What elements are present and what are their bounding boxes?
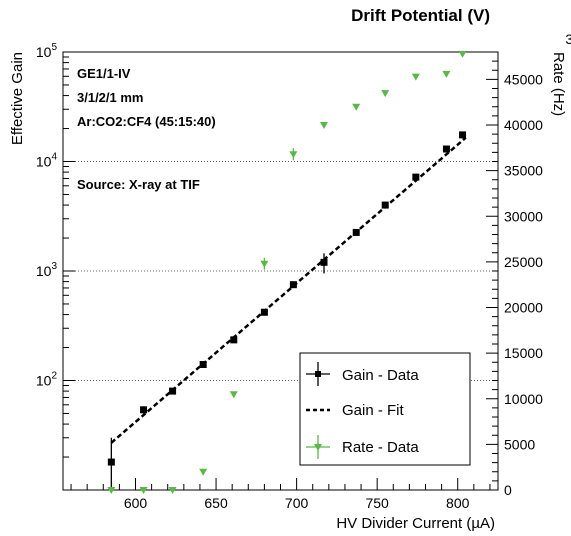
right-tick-label: 20000: [504, 300, 543, 316]
rate-point: [320, 122, 328, 129]
rate-point: [199, 468, 208, 476]
legend-rate-label: Rate - Data: [342, 439, 419, 456]
right-tick-label: 5000: [504, 436, 535, 452]
right-tick-label: 40000: [504, 117, 543, 133]
gain-point: [107, 458, 115, 466]
gain-series: [107, 131, 467, 488]
rate-point: [442, 70, 451, 78]
axes: 6006507007508003200340036003800400042001…: [36, 31, 571, 511]
right-tick-label: 10000: [504, 391, 543, 407]
annotation-source: Source: X-ray at TIF: [77, 177, 200, 192]
x-tick-label: 800: [446, 495, 470, 511]
rate-point: [352, 103, 361, 111]
rate-point: [458, 50, 467, 58]
x-tick-label: 650: [204, 495, 228, 511]
gain-point: [442, 145, 450, 153]
x-tick-label: 750: [365, 495, 389, 511]
rate-point: [139, 487, 148, 494]
annotation-detector: GE1/1-IV: [77, 66, 131, 81]
y-axis-title: Effective Gain: [9, 52, 26, 145]
x-tick-label: 600: [124, 495, 148, 511]
right-tick-label: 25000: [504, 254, 543, 270]
annotation-gas: Ar:CO2:CF4 (45:15:40): [77, 114, 216, 129]
right-axis-title: Rate (Hz): [550, 52, 567, 116]
x-axis-title: HV Divider Current (µA): [336, 515, 495, 532]
rate-point: [289, 151, 298, 159]
gain-point: [260, 308, 268, 316]
y-tick-label: 104: [36, 152, 58, 170]
rate-point: [260, 260, 269, 268]
gain-point: [169, 387, 177, 395]
gain-point: [320, 258, 328, 266]
gain-point: [199, 360, 207, 368]
legend-gain-marker: [315, 371, 321, 377]
right-tick-label: 0: [504, 482, 512, 498]
right-tick-label: 30000: [504, 208, 543, 224]
gain-fit-line: [110, 136, 467, 444]
x-tick-label: 700: [285, 495, 309, 511]
gain-point: [140, 406, 148, 414]
legend-rate-marker: [314, 444, 322, 451]
y-tick-label: 103: [36, 261, 58, 279]
rate-point: [107, 487, 116, 494]
rate-series: [107, 50, 467, 494]
right-tick-label: 35000: [504, 163, 543, 179]
legend-gain-label: Gain - Data: [342, 367, 419, 384]
grid: [63, 161, 498, 381]
gain-point: [459, 131, 467, 139]
legend: Gain - Data Gain - Fit Rate - Data: [299, 352, 471, 466]
right-tick-label: 15000: [504, 345, 543, 361]
rate-point: [168, 487, 177, 494]
gain-point: [289, 281, 297, 289]
annotation-gaps: 3/1/2/1 mm: [77, 90, 144, 105]
y-tick-label: 102: [36, 371, 58, 389]
top-tick-label: 3200: [565, 31, 571, 47]
rate-point: [229, 391, 238, 399]
fit-series: [110, 136, 467, 444]
legend-fit-label: Gain - Fit: [342, 402, 405, 419]
gain-point: [352, 228, 360, 236]
right-tick-label: 45000: [504, 71, 543, 87]
gain-point: [412, 173, 420, 181]
gain-point: [230, 336, 238, 344]
rate-point: [411, 73, 420, 81]
top-axis-title: Drift Potential (V): [351, 6, 490, 25]
rate-point: [381, 90, 390, 98]
gain-point: [381, 201, 389, 209]
y-tick-label: 105: [36, 42, 58, 60]
